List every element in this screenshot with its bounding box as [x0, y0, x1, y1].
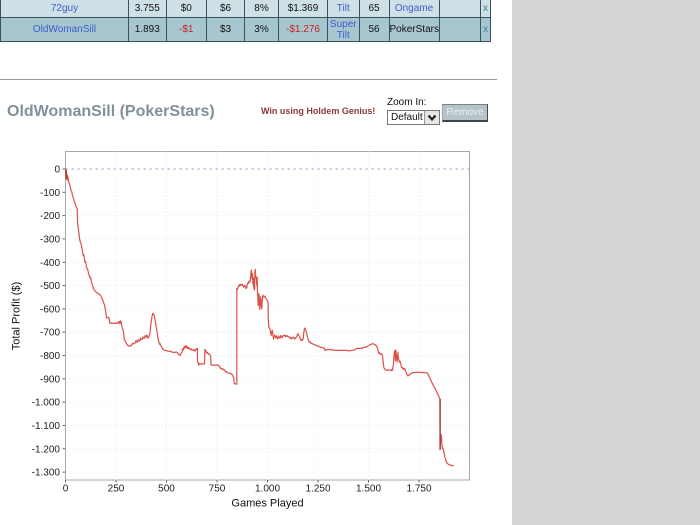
svg-text:-1.300: -1.300 [32, 468, 61, 479]
svg-text:250: 250 [108, 484, 125, 495]
svg-text:-1.000: -1.000 [32, 398, 61, 409]
svg-text:Games Played: Games Played [231, 498, 303, 510]
svg-text:1.250: 1.250 [305, 484, 330, 495]
svg-text:500: 500 [158, 484, 175, 495]
svg-text:-400: -400 [40, 258, 60, 269]
svg-text:-1.200: -1.200 [32, 444, 61, 455]
svg-text:0: 0 [54, 165, 60, 176]
svg-text:-800: -800 [40, 351, 60, 362]
svg-text:-300: -300 [40, 234, 60, 245]
svg-text:Total Profit ($): Total Profit ($) [11, 282, 23, 350]
svg-text:1.000: 1.000 [255, 484, 280, 495]
svg-text:-900: -900 [40, 374, 60, 385]
svg-text:1.750: 1.750 [406, 484, 431, 495]
svg-text:1.500: 1.500 [356, 484, 381, 495]
svg-text:-100: -100 [40, 188, 60, 199]
svg-text:-1.100: -1.100 [32, 421, 61, 432]
svg-text:0: 0 [63, 484, 69, 495]
svg-text:-200: -200 [40, 211, 60, 222]
svg-text:-600: -600 [40, 304, 60, 315]
svg-text:-700: -700 [40, 328, 60, 339]
svg-text:750: 750 [209, 484, 226, 495]
svg-text:-500: -500 [40, 281, 60, 292]
